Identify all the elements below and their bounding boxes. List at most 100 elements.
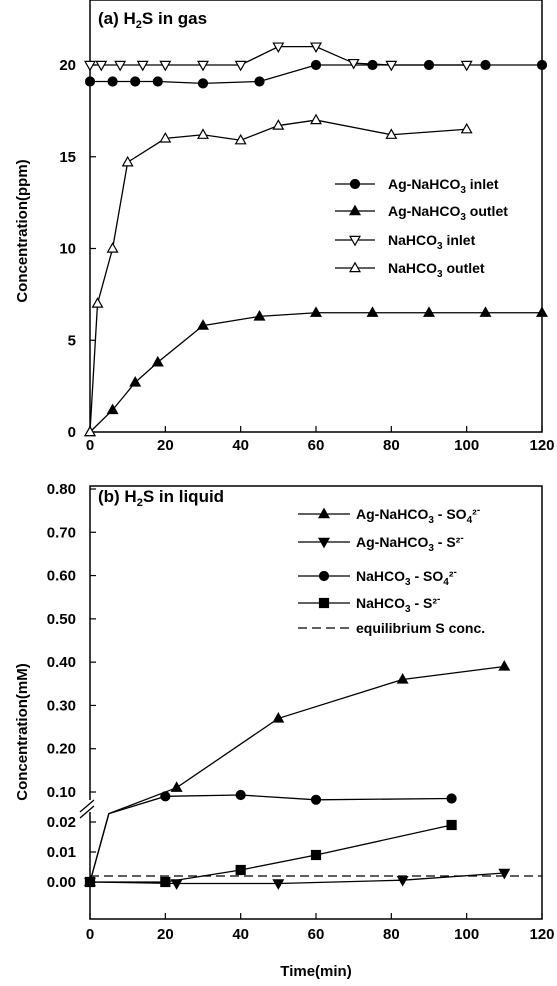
panel-a-data-point — [95, 60, 108, 72]
panel-a-data-point — [130, 76, 141, 87]
panel-b-title: (b) H2S in liquid — [98, 487, 224, 509]
panel-b-series — [84, 660, 542, 890]
panel-a-y-tick-label: 0 — [68, 424, 76, 441]
panel-b-y-tick-label: 0.70 — [47, 524, 76, 541]
panel-b-legend-marker — [318, 570, 330, 582]
panel-b-data-point — [170, 781, 183, 792]
panel-a-series-line — [89, 119, 467, 433]
panel-a-data-point — [460, 122, 473, 134]
panel-a-data-point — [385, 60, 398, 72]
panel-a-data-point — [151, 355, 164, 367]
panel-a-legend: Ag-NaHCO3 inlet Ag-NaHCO3 outlet NaHCO3 in… — [335, 176, 508, 280]
panel-a-data-point — [310, 113, 322, 125]
panel-b-data-point — [446, 793, 457, 804]
panel-a-series — [84, 42, 548, 437]
panel-a-data-point — [197, 60, 209, 72]
panel-b-y-tick-label: 0.02 — [47, 814, 76, 831]
panel-a-data-point — [197, 128, 209, 139]
panel-b-legend-marker — [318, 597, 330, 609]
panel-a-data-point — [197, 319, 209, 330]
panel-b-legend-label: NaHCO3 - S²- — [356, 594, 440, 615]
panel-b-series-line — [89, 794, 452, 883]
panel-a-data-point — [234, 133, 247, 145]
panel-a-data-point — [385, 128, 398, 139]
panel-b-y-tick-label: 0.30 — [47, 697, 76, 714]
panel-a-x-tick-label: 100 — [454, 437, 479, 454]
panel-b-data-point — [160, 791, 171, 802]
panel-b-data-point — [235, 864, 246, 876]
panel-a-data-point — [479, 306, 492, 317]
panel-a-data-point — [367, 59, 378, 71]
panel-a-data-point — [310, 59, 322, 71]
panel-a-data-point — [310, 306, 322, 317]
panel-a-x-tick-label: 80 — [383, 437, 400, 454]
panel-b-legend: Ag-NaHCO3 - SO4²- Ag-NaHCO3 - S²- NaHCO3 -… — [298, 505, 485, 636]
panel-b-legend-label: Ag-NaHCO3 - SO4²- — [356, 505, 480, 526]
panel-a-x-tick-label: 40 — [232, 437, 249, 454]
panel-b-data-point — [160, 876, 171, 888]
panel-a-x-tick-label: 120 — [529, 437, 554, 454]
panel-b-data-point — [272, 879, 285, 890]
panel-a-y-tick-label: 5 — [68, 332, 76, 349]
panel-a-x-tick-label: 20 — [157, 437, 174, 454]
panel-b-data-point — [310, 794, 322, 805]
panel-a-data-point — [159, 60, 172, 72]
panel-a-legend-label: Ag-NaHCO3 outlet — [388, 203, 508, 223]
panel-b-ticks: 0 20 40 60 80 100 120 0.80 0.70 0.60 0.50 0.40 0.30 0… — [47, 481, 555, 943]
panel-b-legend-label: equilibrium S conc. — [356, 620, 485, 636]
panel-b-y-tick-label: 0.20 — [47, 741, 76, 758]
panel-a-y-tick-label: 20 — [59, 57, 76, 74]
panel-a-legend-marker — [349, 204, 361, 216]
panel-b-legend-marker — [318, 507, 330, 519]
panel-a-data-point — [136, 60, 149, 72]
panel-a-legend-marker — [349, 235, 361, 247]
panel-b-y-tick-label: 0.10 — [47, 784, 76, 801]
panel-b-legend-label: Ag-NaHCO3 - S²- — [356, 533, 464, 554]
panel-a-data-point — [106, 403, 119, 415]
panel-b-data-point — [498, 868, 511, 880]
panel-a-data-point — [91, 297, 104, 308]
panel-a-data-point — [129, 376, 142, 387]
panel-b-data-point — [396, 673, 409, 684]
panel-b-x-axis-title: Time(min) — [280, 963, 351, 980]
panel-b-y-axis-title: Concentration(mM) — [14, 663, 31, 801]
panel-a-data-point — [84, 425, 96, 437]
panel-b-x-tick-label: 0 — [86, 926, 94, 943]
panel-a-ticks: 0 20 40 60 80 100 120 0 5 10 15 20 — [59, 57, 554, 454]
panel-b-data-point — [446, 819, 457, 831]
panel-a-data-point — [106, 242, 119, 253]
panel-a-y-tick-label: 15 — [59, 149, 76, 166]
panel-b-legend-marker — [318, 537, 330, 549]
panel-b-x-tick-label: 60 — [308, 926, 325, 943]
panel-a-data-point — [159, 132, 172, 143]
panel-a-legend-marker — [349, 261, 361, 273]
panel-b-axis-break-mark — [79, 805, 95, 819]
panel-a-chart: 0 20 40 60 80 100 120 0 5 10 15 20 (a) H2S in gas C… — [14, 0, 555, 454]
panel-a-data-point — [480, 59, 491, 71]
panel-a-data-point — [423, 306, 435, 317]
panel-a-data-point — [536, 306, 548, 317]
panel-a-data-point — [254, 76, 265, 87]
panel-a-data-point — [84, 60, 96, 72]
panel-a-data-point — [366, 306, 379, 317]
panel-b-x-tick-label: 40 — [232, 926, 249, 943]
panel-b-chart: 0 20 40 60 80 100 120 0.80 0.70 0.60 0.50 0.40 0.30 0… — [14, 481, 555, 980]
panel-a-data-point — [310, 42, 322, 54]
panel-b-y-tick-label: 0.01 — [47, 844, 76, 861]
panel-a-legend-label: NaHCO3 outlet — [388, 260, 485, 280]
panel-b-series-line — [90, 824, 452, 883]
panel-a-legend-marker — [349, 178, 361, 190]
panel-a-title: (a) H2S in gas — [98, 9, 207, 31]
panel-b-y-tick-label: 0.60 — [47, 568, 76, 585]
panel-a-data-point — [107, 76, 118, 87]
panel-a-data-point — [197, 78, 209, 89]
panel-b-data-point — [84, 876, 96, 888]
panel-b-x-tick-label: 80 — [383, 926, 400, 943]
panel-a-data-point — [84, 76, 96, 87]
panel-b-data-point — [498, 660, 511, 671]
panel-a-data-point — [460, 60, 473, 72]
panel-a-series-line — [89, 312, 542, 433]
panel-b-x-tick-label: 20 — [157, 926, 174, 943]
panel-a-y-axis-title: Concentration(ppm) — [14, 159, 31, 302]
